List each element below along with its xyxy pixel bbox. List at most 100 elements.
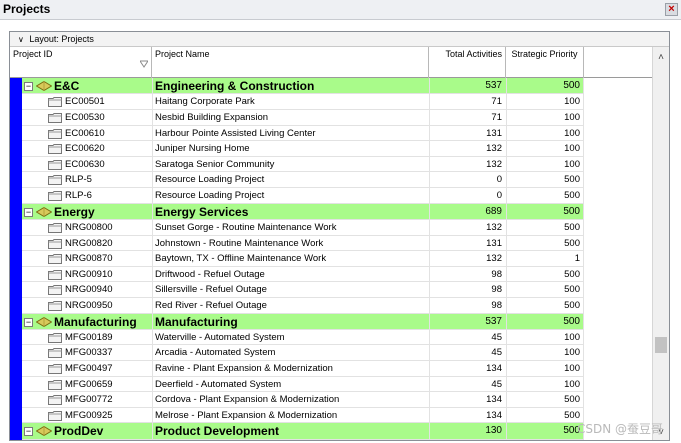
table-row[interactable]: MFG00337 Arcadia - Automated System 45 100 — [10, 345, 652, 362]
grid-line — [583, 235, 584, 252]
group-row[interactable]: − Energy Energy Services 689 500 — [10, 203, 652, 220]
grid-line — [429, 251, 430, 267]
grid-line — [429, 172, 430, 188]
table-row[interactable]: EC00610 Harbour Pointe Assisted Living Ce… — [10, 125, 652, 142]
scroll-thumb[interactable] — [655, 337, 667, 353]
collapse-icon[interactable]: − — [24, 81, 33, 91]
window-title: Projects — [3, 2, 51, 16]
table-row[interactable]: NRG00910 Driftwood - Refuel Outage 98 500 — [10, 266, 652, 283]
project-id: NRG00940 — [65, 284, 113, 296]
grid-line — [152, 78, 153, 95]
folder-icon — [48, 254, 62, 265]
column-header-total-activities[interactable]: Total Activities — [429, 47, 506, 78]
grid-line — [429, 235, 430, 252]
total-activities: 131 — [486, 237, 502, 249]
grid-line — [152, 141, 153, 157]
project-id: EC00630 — [65, 158, 105, 170]
grid-line — [152, 203, 153, 220]
project-id: MFG00497 — [65, 363, 113, 375]
table-row[interactable]: MFG00497 Ravine - Plant Expansion & Moder… — [10, 361, 652, 377]
diamond-icon — [35, 80, 53, 92]
close-icon[interactable]: × — [665, 3, 678, 16]
sort-icon[interactable] — [140, 60, 148, 68]
grid-line — [583, 361, 584, 377]
collapse-icon[interactable]: − — [24, 316, 33, 327]
project-name: Nesbid Building Expansion — [155, 111, 269, 123]
layout-bar[interactable]: ∨ Layout: Projects — [10, 32, 669, 47]
table-row[interactable]: MFG00925 Melrose - Plant Expansion & Mode… — [10, 407, 652, 424]
group-row[interactable]: − Manufacturing Manufacturing 537 500 — [10, 313, 652, 330]
project-name: Ravine - Plant Expansion & Modernization — [155, 363, 333, 375]
grid-line — [152, 392, 153, 408]
grid-line — [152, 297, 153, 314]
strategic-priority: 100 — [564, 347, 580, 359]
strategic-priority: 500 — [564, 189, 580, 201]
table-row[interactable]: NRG00820 Johnstown - Routine Maintenance … — [10, 235, 652, 252]
column-header-project-name[interactable]: Project Name — [152, 47, 429, 78]
folder-icon — [48, 269, 62, 280]
table-row[interactable]: EC00620 Juniper Nursing Home 132 100 — [10, 141, 652, 157]
project-id: NRG00870 — [65, 253, 113, 265]
table-row[interactable]: MFG00772 Cordova - Plant Expansion & Mode… — [10, 392, 652, 408]
table-row[interactable]: MFG00189 Waterville - Automated System 45 1… — [10, 329, 652, 346]
grid-line — [429, 141, 430, 157]
table-row[interactable]: RLP-5 Resource Loading Project 0 500 — [10, 172, 652, 188]
grid-line — [22, 312, 583, 314]
collapse-icon[interactable]: − — [24, 426, 33, 437]
grid-line — [429, 156, 430, 173]
project-id: NRG00820 — [65, 237, 113, 249]
window-titlebar: Projects × — [0, 0, 681, 20]
table-row[interactable]: MFG00659 Deerfield - Automated System 45 10… — [10, 376, 652, 393]
project-name: Saratoga Senior Community — [155, 158, 275, 170]
grid-line — [152, 219, 153, 236]
grid-line — [22, 186, 583, 188]
table-row[interactable]: EC00501 Haitang Corporate Park 71 100 — [10, 94, 652, 110]
grid-line — [22, 250, 583, 252]
grid-line — [506, 235, 507, 252]
chevron-down-icon[interactable]: ∨ — [18, 35, 24, 44]
table-row[interactable]: EC00630 Saratoga Senior Community 132 100 — [10, 156, 652, 173]
table-row[interactable]: NRG00950 Red River - Refuel Outage 98 500 — [10, 297, 652, 314]
grid-line — [152, 251, 153, 267]
column-header-project-id[interactable]: Project ID — [10, 47, 152, 78]
project-id: NRG00910 — [65, 268, 113, 280]
grid-line — [22, 155, 583, 157]
strategic-priority: 500 — [563, 80, 580, 91]
grid-line — [583, 125, 584, 142]
table-row[interactable]: NRG00870 Baytown, TX - Offline Maintenanc… — [10, 251, 652, 267]
scroll-up-icon[interactable]: ˄ — [658, 52, 664, 63]
grid-line — [583, 94, 584, 110]
column-header-label: Total Activities — [445, 49, 502, 59]
diamond-icon — [35, 316, 53, 327]
project-name: Red River - Refuel Outage — [155, 299, 267, 311]
diamond-icon — [35, 426, 53, 437]
group-row[interactable]: − E&C Engineering & Construction 537 500 — [10, 78, 652, 95]
strategic-priority: 100 — [564, 96, 580, 108]
table-row[interactable]: NRG00940 Sillersville - Refuel Outage 98 50… — [10, 282, 652, 298]
table-row[interactable]: RLP-6 Resource Loading Project 0 500 — [10, 187, 652, 204]
strategic-priority: 100 — [564, 331, 580, 343]
grid-line — [429, 187, 430, 204]
folder-icon — [48, 348, 62, 359]
project-id: EC00610 — [65, 127, 105, 139]
grid-line — [22, 296, 583, 298]
group-row[interactable]: − ProdDev Product Development 130 500 — [10, 423, 652, 440]
vertical-scrollbar[interactable]: ˄ ˅ — [652, 47, 669, 440]
grid-line — [583, 109, 584, 126]
grid-line — [429, 78, 430, 95]
column-header-strategic-priority[interactable]: Strategic Priority — [506, 47, 584, 78]
grid-line — [583, 141, 584, 157]
grid-line — [429, 109, 430, 126]
grid-line — [429, 423, 430, 440]
table-row[interactable]: NRG00800 Sunset Gorge - Routine Maintenan… — [10, 219, 652, 236]
grid-line — [152, 407, 153, 424]
project-name: Driftwood - Refuel Outage — [155, 268, 265, 280]
collapse-icon[interactable]: − — [24, 206, 33, 217]
grid-line — [152, 361, 153, 377]
scroll-down-icon[interactable]: ˅ — [658, 427, 664, 438]
grid-line — [506, 141, 507, 157]
grid-line — [22, 422, 583, 424]
table-row[interactable]: EC00530 Nesbid Building Expansion 71 100 — [10, 109, 652, 126]
folder-icon — [48, 112, 62, 123]
folder-icon — [48, 144, 62, 155]
